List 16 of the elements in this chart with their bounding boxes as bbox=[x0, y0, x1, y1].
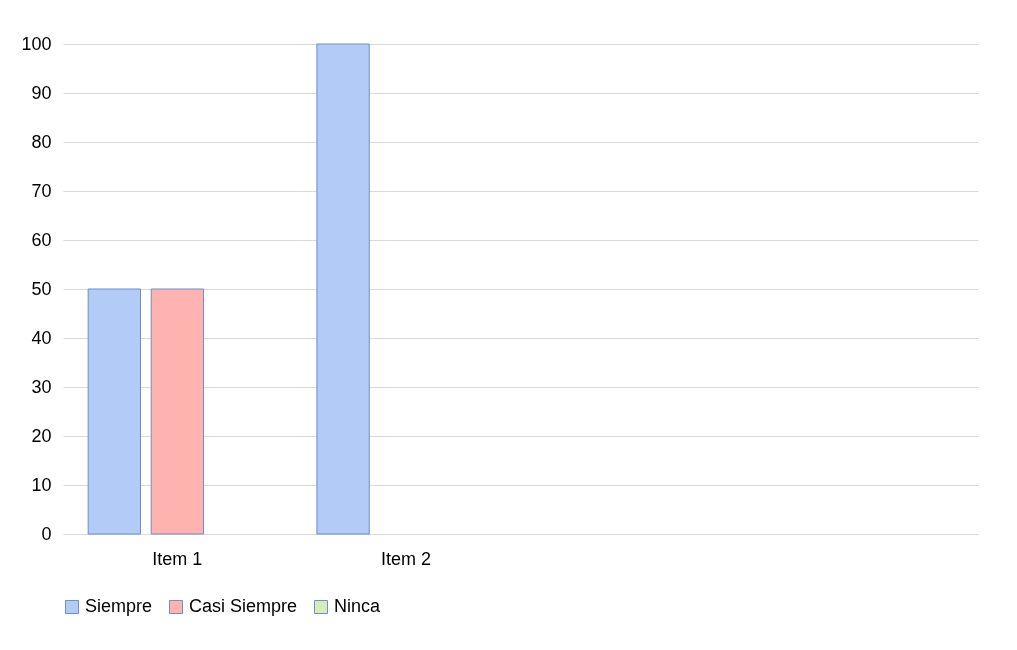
y-tick-label: 10 bbox=[31, 474, 52, 495]
y-tick-label: 20 bbox=[31, 425, 52, 446]
y-tick-label: 70 bbox=[31, 180, 52, 201]
x-tick-label: Item 2 bbox=[381, 548, 432, 569]
y-tick-label: 60 bbox=[31, 229, 52, 250]
legend-label: Casi Siempre bbox=[189, 596, 298, 616]
x-tick-label: Item 1 bbox=[152, 548, 203, 569]
y-tick-label: 50 bbox=[31, 278, 52, 299]
y-tick-label: 100 bbox=[21, 33, 52, 54]
y-tick-label: 90 bbox=[31, 82, 52, 103]
y-tick-label: 80 bbox=[31, 131, 52, 152]
legend-label: Ninca bbox=[334, 596, 382, 616]
legend-label: Siempre bbox=[85, 596, 153, 616]
y-tick-label: 30 bbox=[31, 376, 52, 397]
y-tick-label: 0 bbox=[41, 523, 52, 544]
y-tick-label: 40 bbox=[31, 327, 52, 348]
